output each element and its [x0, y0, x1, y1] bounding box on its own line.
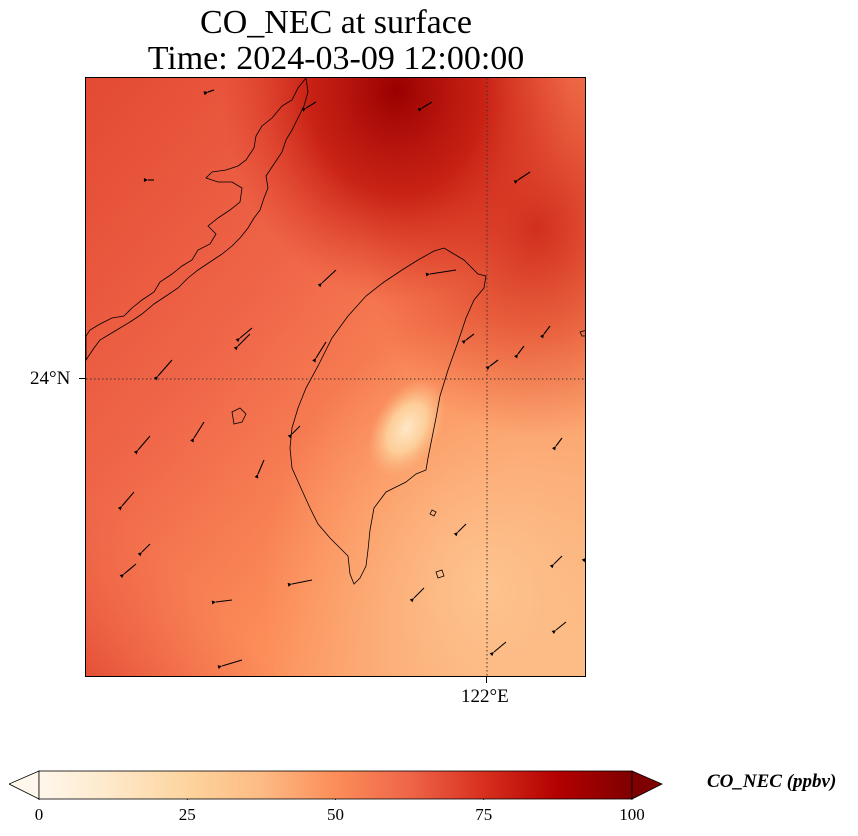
wind-arrow [137, 435, 151, 451]
wind-arrow-head [551, 630, 556, 635]
wind-arrow-head [287, 582, 292, 587]
wind-arrow-head [417, 108, 422, 112]
map-panel [85, 77, 586, 677]
green-island [429, 509, 437, 517]
wind-arrow-head [581, 558, 585, 563]
lat-tick-mark [79, 378, 85, 379]
wind-arrow [413, 587, 425, 599]
penghu-islands [231, 407, 247, 425]
colorbar-title: CO_NEC (ppbv) [707, 771, 837, 792]
lon-tick-label: 122°E [461, 686, 509, 707]
wind-arrow [421, 101, 433, 109]
wind-arrow-head [425, 272, 430, 277]
wind-arrow [215, 599, 233, 603]
colorbar-tick-marks [38, 799, 633, 800]
wind-arrow [237, 333, 251, 347]
wind-arrow [517, 345, 525, 355]
wind-arrow-head [153, 376, 158, 381]
wind-arrow [207, 89, 215, 93]
wind-arrow [121, 491, 135, 507]
wind-arrow [123, 563, 137, 575]
wind-arrow-head [287, 434, 292, 439]
wind-arrow-head [119, 574, 124, 579]
colorbar-tick-label: 50 [327, 805, 344, 824]
wind-arrow [141, 543, 151, 553]
map-title-line1: CO_NEC at surface [200, 4, 472, 41]
wind-arrow-head [117, 506, 122, 511]
colorbar-tick-label: 0 [34, 805, 44, 824]
wind-arrow-head [552, 446, 556, 451]
wind-arrow-head [485, 366, 490, 370]
wind-arrow-head [133, 450, 138, 455]
wind-arrow [315, 341, 327, 359]
colorbar-extend-low [9, 770, 40, 800]
wind-arrow-head [233, 346, 238, 351]
wind-arrow [517, 171, 531, 181]
wind-arrow [489, 359, 499, 367]
wind-arrow-head [190, 438, 194, 443]
wind-arrow [321, 269, 337, 284]
wind-vector-layer [117, 89, 585, 670]
wind-arrow-head [514, 354, 518, 359]
wind-arrow-head [549, 564, 554, 569]
wind-arrow [493, 641, 507, 653]
wind-arrow [239, 327, 253, 339]
colorbar-gradient [38, 770, 633, 800]
wind-arrow-head [137, 552, 142, 557]
wind-arrow-head [301, 108, 306, 112]
wind-arrow [305, 101, 317, 109]
wind-arrow-head [312, 358, 316, 363]
wind-arrow-head [254, 474, 259, 479]
wind-arrow-head [453, 532, 458, 537]
wind-arrow-head [489, 652, 494, 657]
wind-arrow [291, 579, 313, 585]
wind-arrow [543, 325, 551, 335]
wind-arrow [555, 437, 563, 447]
orchid-island [435, 569, 445, 579]
wind-arrow-head [461, 340, 466, 344]
china-coastline [86, 78, 309, 361]
wind-arrow-head [317, 283, 322, 288]
wind-arrow [257, 459, 265, 475]
wind-arrow [221, 659, 243, 667]
colorbar-extend-high [631, 770, 663, 800]
wind-arrow-head [513, 180, 518, 184]
taiwan-coastline [289, 247, 487, 585]
concentration-field-taiwan-low [307, 297, 485, 519]
colorbar-tick-label: 25 [178, 805, 196, 824]
colorbar-tick-label: 75 [475, 805, 493, 824]
map-title-line2: Time: 2024-03-09 12:00:00 [147, 40, 525, 77]
wind-arrow-head [211, 600, 216, 605]
lat-tick-label: 24°N [30, 368, 71, 389]
wind-arrow [555, 621, 567, 631]
wind-arrow [457, 523, 467, 533]
wind-arrow-head [217, 665, 222, 670]
map-canvas [86, 78, 585, 676]
colorbar-tick-label: 100 [619, 805, 645, 824]
wind-arrow-head [235, 338, 240, 343]
wind-arrow-head [143, 178, 148, 182]
colorbar [9, 770, 663, 800]
wind-arrow [157, 359, 173, 377]
wind-arrow [193, 421, 205, 439]
wind-arrow [553, 555, 563, 565]
wind-arrow [291, 425, 301, 435]
wind-arrow-head [203, 91, 208, 96]
wind-arrow [465, 333, 475, 341]
east-edge-islet [579, 330, 585, 337]
lon-tick-mark [486, 677, 487, 683]
wind-arrow-head [409, 598, 414, 603]
wind-arrow-head [540, 334, 544, 339]
wind-arrow [429, 269, 457, 275]
